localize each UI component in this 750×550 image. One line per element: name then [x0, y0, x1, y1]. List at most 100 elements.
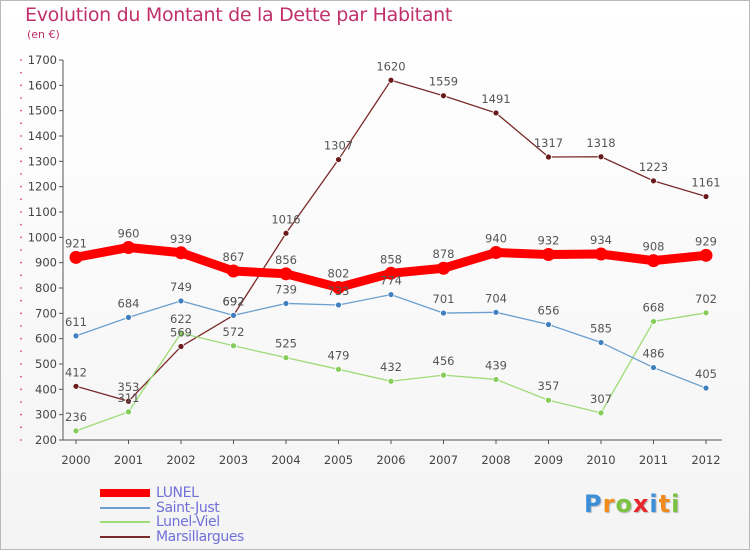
data-label: 405	[695, 367, 717, 381]
axis-dot	[20, 122, 22, 125]
axis-dot	[20, 337, 22, 340]
data-label: 701	[433, 292, 455, 306]
y-tick-label: 300	[35, 408, 57, 422]
data-point	[72, 332, 80, 340]
data-point	[492, 376, 500, 383]
y-tick-label: 1400	[28, 129, 57, 143]
axis-dot	[20, 363, 22, 365]
data-point	[440, 92, 447, 100]
data-label: 486	[643, 347, 665, 361]
data-label: 1559	[429, 75, 458, 89]
y-tick-label: 1500	[28, 104, 57, 118]
data-point	[230, 311, 237, 319]
chart-unit: (en €)	[27, 28, 60, 41]
data-label: 656	[538, 303, 560, 317]
data-point	[597, 409, 605, 417]
x-tick-label: 2004	[271, 453, 300, 467]
data-point	[335, 365, 342, 373]
data-label: 749	[170, 280, 192, 294]
axis-dot	[20, 426, 22, 429]
legend-label: Lunel-Viel	[156, 514, 220, 531]
axis-dot	[20, 109, 22, 112]
y-tick-label: 600	[35, 332, 57, 346]
y-tick-label: 1100	[28, 205, 57, 219]
x-tick-label: 2008	[481, 453, 510, 467]
axis-dot	[20, 236, 22, 239]
data-label: 878	[433, 247, 455, 261]
data-label: 525	[275, 337, 297, 351]
axis-dot	[20, 388, 22, 391]
axis-dot	[20, 401, 22, 403]
y-tick-label: 800	[35, 281, 57, 295]
axis-dot	[20, 325, 22, 327]
data-point	[440, 371, 447, 379]
y-tick-label: 700	[35, 306, 57, 320]
legend-item: Marsillargues	[100, 530, 244, 545]
data-point	[702, 193, 710, 200]
data-point	[492, 109, 500, 117]
data-label: 1620	[376, 59, 405, 73]
axis-dot	[20, 261, 22, 264]
legend: LUNEL Saint-Just Lunel-Viel Marsillargues	[100, 486, 244, 544]
data-point	[282, 229, 290, 237]
data-label: 856	[275, 253, 297, 267]
y-tick-label: 1700	[28, 53, 57, 67]
data-point	[702, 309, 710, 317]
y-tick-label: 1600	[28, 78, 57, 92]
data-label: 1016	[271, 212, 300, 226]
y-tick-label: 400	[35, 382, 57, 396]
data-point	[545, 396, 552, 404]
data-point	[227, 264, 240, 278]
legend-swatch	[100, 521, 150, 524]
axis-dot	[20, 173, 22, 175]
data-point	[702, 384, 710, 392]
data-label: 1491	[481, 92, 510, 106]
data-label: 1317	[534, 136, 563, 150]
y-tick-label: 1000	[28, 230, 57, 244]
data-point	[597, 153, 605, 161]
axis-dot	[20, 299, 22, 302]
data-label: 611	[65, 315, 87, 329]
data-label: 692	[223, 294, 245, 308]
data-point	[387, 377, 395, 385]
axis-dot	[20, 97, 22, 99]
data-label: 929	[695, 234, 717, 248]
y-tick-label: 500	[35, 357, 57, 371]
data-point	[125, 397, 132, 405]
data-label: 939	[170, 232, 192, 246]
data-point	[594, 247, 608, 261]
data-label: 867	[223, 250, 245, 264]
data-label: 412	[65, 365, 87, 379]
data-label: 439	[485, 358, 507, 372]
x-tick-label: 2002	[166, 453, 195, 467]
data-point	[647, 254, 660, 268]
data-point	[230, 342, 237, 350]
data-label: 932	[538, 234, 560, 248]
legend-item: Lunel-Viel	[100, 515, 244, 530]
x-tick-label: 2006	[376, 453, 405, 467]
data-label: 684	[118, 296, 140, 310]
data-label: 908	[643, 240, 665, 254]
data-label: 1307	[324, 139, 353, 153]
x-tick-label: 2000	[61, 453, 90, 467]
data-label: 585	[590, 321, 612, 335]
x-tick-label: 2003	[219, 453, 248, 467]
data-point	[332, 280, 345, 294]
x-tick-label: 2010	[586, 453, 615, 467]
legend-label: LUNEL	[156, 485, 199, 502]
data-point	[125, 313, 132, 321]
x-tick-label: 2005	[324, 453, 353, 467]
axis-dot	[20, 287, 22, 289]
data-label: 479	[328, 348, 350, 362]
data-label: 960	[118, 226, 140, 240]
data-label: 236	[65, 410, 87, 424]
legend-swatch	[100, 506, 150, 509]
axis-dot	[20, 274, 22, 277]
data-label: 432	[380, 360, 402, 374]
data-label: 353	[118, 380, 140, 394]
axis-dot	[20, 160, 22, 163]
axis-dot	[20, 147, 22, 150]
axis-dot	[20, 413, 22, 416]
data-point	[489, 246, 503, 260]
